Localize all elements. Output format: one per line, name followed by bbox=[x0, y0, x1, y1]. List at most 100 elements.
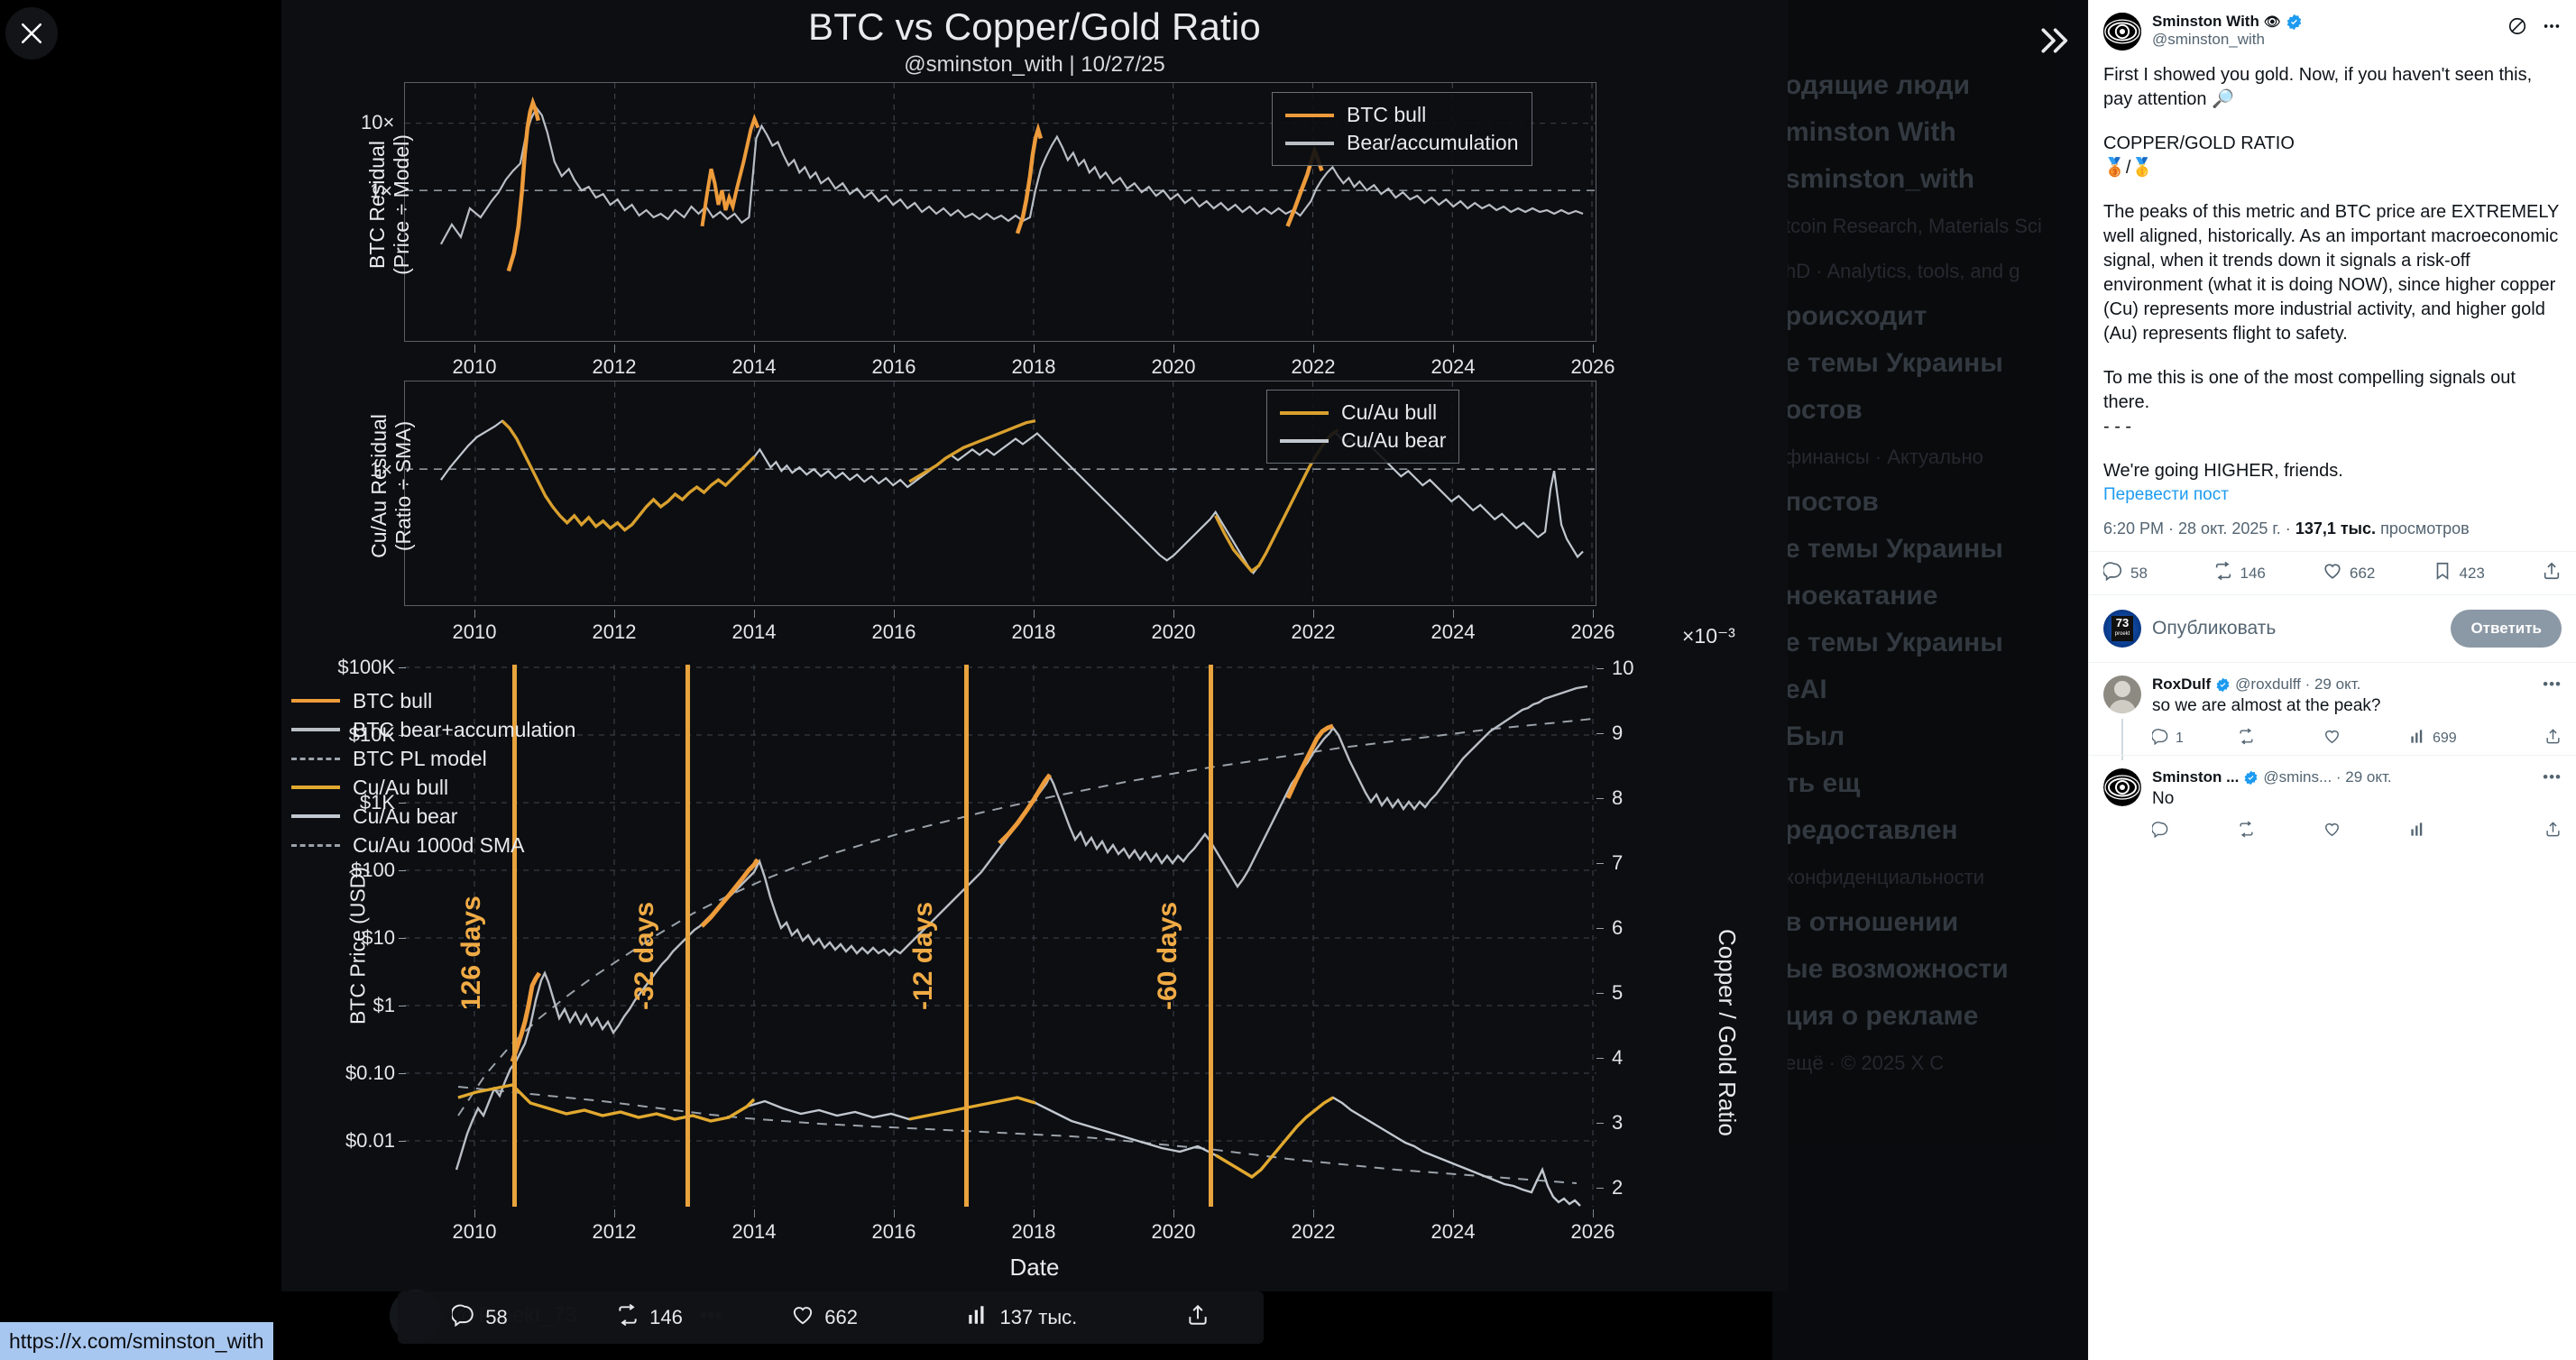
panel3-y2-tick-mark bbox=[1596, 798, 1604, 799]
stat-share[interactable] bbox=[2542, 561, 2562, 585]
retweet-icon bbox=[2213, 561, 2233, 585]
reply-input[interactable]: Опубликовать bbox=[2152, 618, 2277, 639]
media-action-retweet[interactable]: 146 bbox=[616, 1303, 683, 1332]
x-tick-label: 2024 bbox=[1431, 355, 1476, 378]
annotation-126-days: 126 days bbox=[456, 896, 486, 1010]
share-icon bbox=[2544, 728, 2562, 749]
like-icon bbox=[2323, 821, 2341, 842]
media-action-share[interactable] bbox=[1186, 1303, 1210, 1332]
translate-post-link[interactable]: Перевести пост bbox=[2103, 485, 2229, 504]
stat-reply[interactable]: 58 bbox=[2102, 561, 2213, 585]
comment-action-label: 699 bbox=[2433, 731, 2457, 746]
comment-header: RoxDulf @roxdulff · 29 окт. ••• bbox=[2152, 675, 2562, 694]
x-tick-mark bbox=[1453, 345, 1454, 353]
stat-bookmark[interactable]: 423 bbox=[2433, 561, 2543, 585]
avatar[interactable]: 73 proekt bbox=[2103, 610, 2141, 648]
x-tick-label: 2026 bbox=[1570, 620, 1615, 643]
x-tick-label: 2022 bbox=[1291, 620, 1336, 643]
tweet-p2-line2: 🥉/🥇 bbox=[2103, 158, 2154, 178]
media-action-label: 662 bbox=[824, 1306, 859, 1328]
x-tick-label: 2020 bbox=[1151, 355, 1196, 378]
x-tick-label: 2012 bbox=[592, 620, 637, 643]
x-tick-mark bbox=[474, 610, 475, 618]
tweet-author: Sminston With 👁 @sminston_with bbox=[2152, 13, 2507, 49]
chevrons-right-icon[interactable] bbox=[2026, 13, 2082, 69]
legend-swatch bbox=[1280, 438, 1329, 443]
background-text-line: роисходит bbox=[1785, 301, 1927, 331]
comment-item[interactable]: Sminston ... @smins... · 29 окт. ••• No bbox=[2089, 755, 2576, 848]
retweet-icon bbox=[2238, 821, 2255, 842]
reply-composer: 73 proekt Опубликовать Ответить bbox=[2089, 595, 2576, 662]
more-icon[interactable] bbox=[2542, 16, 2562, 36]
bull-line-3 bbox=[964, 665, 969, 1207]
x-tick-mark bbox=[1593, 1209, 1594, 1218]
comment-item[interactable]: RoxDulf @roxdulff · 29 окт. ••• so we are a… bbox=[2089, 662, 2576, 760]
x-tick-label: 2018 bbox=[1011, 355, 1056, 378]
tweet-text: First I showed you gold. Now, if you hav… bbox=[2089, 51, 2576, 483]
comment-action-reply[interactable] bbox=[2151, 821, 2238, 842]
close-icon[interactable] bbox=[5, 7, 58, 60]
media-action-reply[interactable]: 58 bbox=[450, 1303, 508, 1332]
panel1-ytick-0: 10× bbox=[361, 111, 395, 133]
background-text-line: eAI bbox=[1785, 675, 1827, 704]
comment-action-retweet[interactable] bbox=[2238, 821, 2323, 842]
x-tick-mark bbox=[1453, 610, 1454, 618]
panel3-y-tick-mark bbox=[399, 1073, 406, 1074]
annotation-60-days: -60 days bbox=[1153, 901, 1182, 1010]
media-action-views[interactable]: 137 тыс. bbox=[966, 1303, 1077, 1332]
comment-action-like[interactable] bbox=[2323, 728, 2409, 749]
tweet-paragraph-3: The peaks of this metric and BTC price a… bbox=[2103, 202, 2560, 344]
legend-label: Cu/Au bear bbox=[1341, 428, 1447, 452]
stat-label: 146 bbox=[2240, 564, 2266, 582]
x-tick-mark bbox=[1593, 345, 1594, 353]
comment-body: RoxDulf @roxdulff · 29 окт. ••• so we are a… bbox=[2151, 675, 2562, 749]
legend-swatch bbox=[1280, 410, 1329, 415]
comment-action-like[interactable] bbox=[2323, 821, 2409, 842]
grok-icon[interactable] bbox=[2507, 16, 2527, 36]
avatar[interactable] bbox=[2103, 13, 2141, 51]
views-icon bbox=[2409, 728, 2426, 749]
more-icon[interactable]: ••• bbox=[2543, 675, 2562, 693]
chart-title: BTC vs Copper/Gold Ratio bbox=[808, 5, 1261, 48]
more-icon[interactable]: ••• bbox=[2543, 768, 2562, 786]
verified-badge-icon bbox=[2244, 770, 2258, 785]
panel3-y2-tick-mark bbox=[1596, 1058, 1604, 1059]
stat-retweet[interactable]: 146 bbox=[2213, 561, 2323, 585]
legend-item: Cu/Au bear bbox=[291, 802, 575, 831]
reply-button[interactable]: Ответить bbox=[2451, 610, 2562, 648]
background-text-line: е темы Украины bbox=[1785, 628, 2003, 657]
status-bar-url: https://x.com/sminston_with bbox=[0, 1322, 273, 1360]
comment-action-share[interactable] bbox=[2544, 728, 2562, 749]
chart-image: BTC vs Copper/Gold Ratio @sminston_with … bbox=[281, 0, 1788, 1291]
legend-item: BTC bear+accumulation bbox=[291, 715, 575, 744]
legend-swatch bbox=[291, 757, 340, 760]
panel3-y-tick: $0.10 bbox=[345, 1061, 395, 1084]
avatar[interactable] bbox=[2103, 768, 2141, 806]
comment-action-views[interactable]: 699 bbox=[2409, 728, 2495, 749]
stat-like[interactable]: 662 bbox=[2323, 561, 2433, 585]
panel1-ytick-1: 1× bbox=[370, 179, 393, 202]
avatar[interactable] bbox=[2103, 675, 2141, 713]
comment-author-name: RoxDulf bbox=[2152, 675, 2212, 693]
comment-text: so we are almost at the peak? bbox=[2152, 696, 2381, 715]
media-action-label: 58 bbox=[485, 1306, 508, 1328]
comment-list: RoxDulf @roxdulff · 29 окт. ••• so we are a… bbox=[2089, 662, 2576, 848]
comment-action-reply[interactable]: 1 bbox=[2151, 728, 2238, 749]
legend-swatch bbox=[291, 728, 340, 731]
comment-body: Sminston ... @smins... · 29 окт. ••• No bbox=[2151, 768, 2562, 842]
thread-connector bbox=[2121, 719, 2123, 760]
x-tick-mark bbox=[894, 1209, 895, 1218]
x-tick-mark bbox=[894, 345, 895, 353]
tweet-header: Sminston With 👁 @sminston_with bbox=[2089, 0, 2576, 51]
comment-action-views[interactable] bbox=[2409, 821, 2495, 842]
media-action-bar: 58 146 662 137 тыс. bbox=[398, 1291, 1264, 1344]
media-action-like[interactable]: 662 bbox=[791, 1303, 858, 1332]
legend-label: BTC bull bbox=[1347, 103, 1427, 126]
background-text-line: ноекатание bbox=[1785, 581, 1938, 611]
bull-line-4 bbox=[1209, 665, 1213, 1207]
reply-icon bbox=[450, 1303, 475, 1332]
comment-header: Sminston ... @smins... · 29 окт. ••• bbox=[2152, 768, 2562, 786]
comment-action-share[interactable] bbox=[2544, 821, 2562, 842]
comment-action-retweet[interactable] bbox=[2238, 728, 2323, 749]
panel-price bbox=[404, 665, 1596, 1207]
